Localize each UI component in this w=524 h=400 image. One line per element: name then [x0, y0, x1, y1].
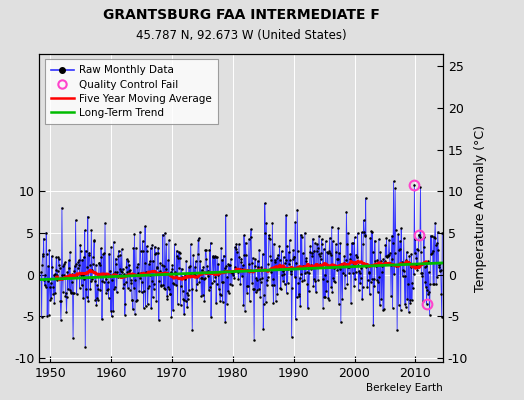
Text: Berkeley Earth: Berkeley Earth: [366, 383, 443, 393]
Y-axis label: Temperature Anomaly (°C): Temperature Anomaly (°C): [474, 124, 487, 292]
Text: 45.787 N, 92.673 W (United States): 45.787 N, 92.673 W (United States): [136, 29, 346, 42]
Legend: Raw Monthly Data, Quality Control Fail, Five Year Moving Average, Long-Term Tren: Raw Monthly Data, Quality Control Fail, …: [45, 59, 218, 124]
Text: GRANTSBURG FAA INTERMEDIATE F: GRANTSBURG FAA INTERMEDIATE F: [103, 8, 379, 22]
